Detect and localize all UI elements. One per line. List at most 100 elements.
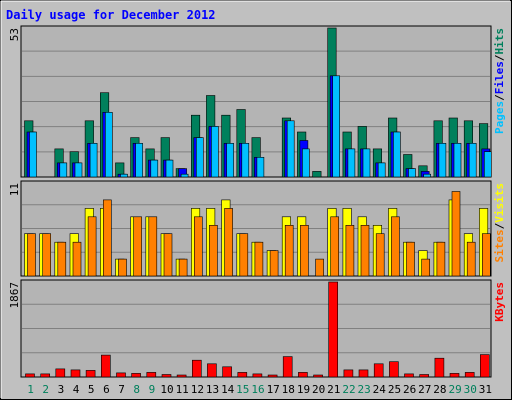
bar-sites <box>466 241 476 277</box>
bar-pages <box>105 112 113 178</box>
bar-kbytes <box>55 368 66 378</box>
bar-pages <box>468 143 477 178</box>
legend-separator: / <box>493 54 506 61</box>
bar-pages <box>89 143 98 178</box>
bar-sites <box>103 199 112 277</box>
day-label: 19 <box>297 383 310 396</box>
bar-pages <box>332 75 341 178</box>
bar-kbytes <box>161 374 172 378</box>
bar-pages <box>226 143 234 178</box>
bar-pages <box>438 143 447 178</box>
bar-sites <box>133 216 142 277</box>
bar-sites <box>345 225 355 277</box>
day-label: 12 <box>191 383 204 396</box>
bar-pages <box>180 173 189 178</box>
legend-entry-pages: Pages <box>493 101 506 134</box>
legend: Sites/Visits <box>493 183 506 263</box>
bar-pages <box>423 173 432 178</box>
day-label: 22 <box>342 383 355 396</box>
legend-entry-files: Files <box>493 61 506 94</box>
bar-pages <box>256 157 265 178</box>
bar-pages <box>362 148 371 178</box>
bar-kbytes <box>449 373 460 378</box>
bar-kbytes <box>419 374 430 378</box>
bar-kbytes <box>70 369 81 378</box>
day-label: 10 <box>160 383 173 396</box>
bar-sites <box>284 225 294 277</box>
bar-sites <box>330 216 340 277</box>
day-label: 30 <box>464 383 477 396</box>
y-axis-max-label: 1867 <box>8 282 21 309</box>
bar-sites <box>300 225 309 277</box>
day-label: 20 <box>312 383 325 396</box>
bar-kbytes <box>373 363 384 378</box>
bar-pages <box>74 162 83 178</box>
bar-kbytes <box>192 359 202 378</box>
bar-kbytes <box>25 373 35 378</box>
visits-sites-panel: 11 Sites/Visits <box>8 180 506 277</box>
bar-pages <box>483 151 492 178</box>
day-label: 26 <box>403 383 416 396</box>
bar-kbytes <box>146 372 157 378</box>
legend-separator: / <box>493 94 506 101</box>
bar-sites <box>406 241 415 277</box>
day-label: 31 <box>479 383 492 396</box>
bar-kbytes <box>313 374 323 378</box>
bar-sites <box>239 233 249 277</box>
day-axis-labels: 1 2 3 4 5 6 7 8 9 10 11 12 13 14 15 16 17 18 19 20 21 22 23 24 2… <box>27 383 492 396</box>
day-label: 6 <box>103 383 110 396</box>
y-axis-max-label: 53 <box>8 28 21 41</box>
day-label: 1 <box>27 383 34 396</box>
bar-sites <box>254 241 264 277</box>
day-label: 4 <box>73 383 80 396</box>
bar-kbytes <box>131 373 141 378</box>
day-label: 25 <box>388 383 401 396</box>
bar-kbytes <box>252 373 263 378</box>
day-label: 11 <box>176 383 189 396</box>
bar-kbytes <box>101 354 111 378</box>
chart-title: Daily usage for December 2012 <box>6 8 216 22</box>
bar-sites <box>27 233 36 277</box>
bar-kbytes <box>85 370 96 378</box>
day-label: 7 <box>118 383 125 396</box>
day-label: 18 <box>282 383 295 396</box>
bar-pages <box>241 143 250 178</box>
bar-pages <box>408 168 416 178</box>
bar-sites <box>87 216 97 277</box>
bar-sites <box>148 216 158 277</box>
bar-sites <box>72 241 82 277</box>
bar-kbytes <box>267 374 278 378</box>
bar-sites <box>391 216 400 277</box>
bar-kbytes <box>40 373 51 378</box>
bar-sites <box>375 233 385 277</box>
bar-pages <box>286 120 295 178</box>
bar-kbytes <box>116 372 126 378</box>
bar-pages <box>302 148 310 178</box>
bar-sites <box>194 216 203 277</box>
bar-pages <box>59 162 68 178</box>
bar-pages <box>135 143 143 178</box>
y-axis-max-label: 11 <box>8 183 21 196</box>
bar-sites <box>42 233 52 277</box>
day-label: 14 <box>221 383 235 396</box>
bar-pages <box>29 131 37 178</box>
bar-sites <box>224 208 233 277</box>
bar-kbytes <box>358 369 369 378</box>
day-label: 5 <box>88 383 95 396</box>
bar-sites <box>269 250 279 277</box>
day-label: 15 <box>236 383 249 396</box>
bar-kbytes <box>282 356 293 378</box>
day-label: 29 <box>448 383 461 396</box>
legend-entry-hits: Hits <box>493 28 506 55</box>
bar-sites <box>163 233 173 277</box>
bar-pages <box>120 173 128 178</box>
bar-kbytes <box>479 354 490 378</box>
bar-sites <box>209 225 218 277</box>
bar-sites <box>436 241 446 277</box>
bar-pages <box>196 137 204 178</box>
bar-pages <box>165 159 174 178</box>
bar-pages <box>211 126 219 178</box>
day-label: 28 <box>433 383 446 396</box>
